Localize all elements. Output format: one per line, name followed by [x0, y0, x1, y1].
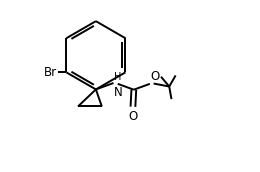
Text: O: O [151, 70, 160, 83]
Text: N: N [114, 86, 123, 99]
Text: H: H [114, 72, 122, 82]
Text: O: O [128, 110, 138, 123]
Text: Br: Br [44, 66, 57, 79]
